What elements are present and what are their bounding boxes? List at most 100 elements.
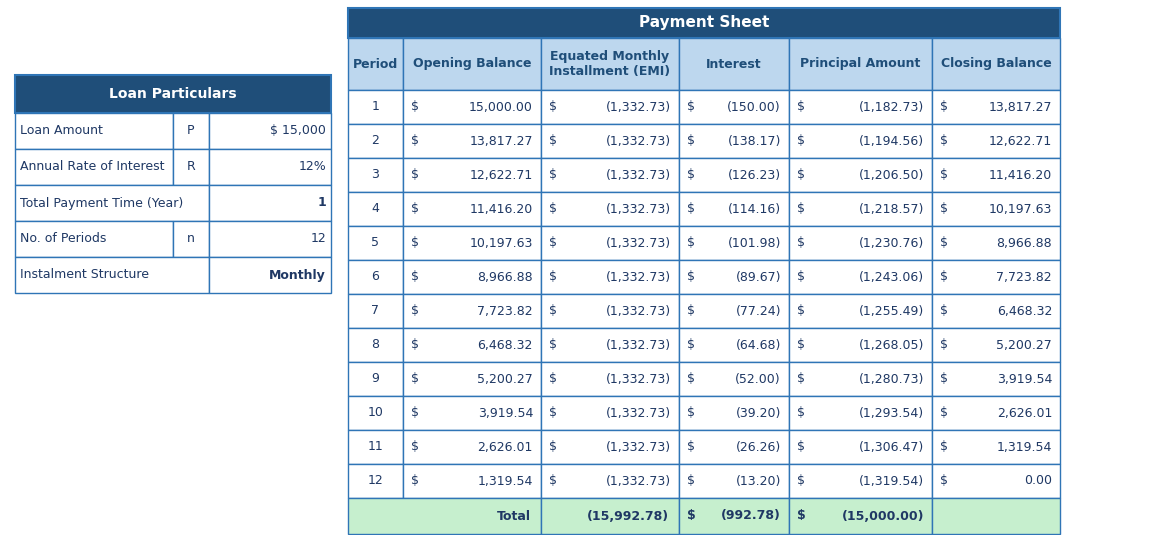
Text: 1,319.54: 1,319.54 bbox=[478, 475, 533, 487]
Text: $: $ bbox=[411, 475, 419, 487]
Text: 10: 10 bbox=[368, 407, 384, 419]
Text: 0.00: 0.00 bbox=[1023, 475, 1053, 487]
Text: $: $ bbox=[797, 372, 805, 386]
Bar bbox=[404, 192, 541, 226]
Bar bbox=[173, 113, 209, 149]
Text: 8: 8 bbox=[371, 339, 379, 351]
Text: 4: 4 bbox=[371, 203, 379, 216]
Bar bbox=[932, 192, 1059, 226]
Text: (1,332.73): (1,332.73) bbox=[606, 372, 671, 386]
Text: (1,255.49): (1,255.49) bbox=[858, 304, 923, 317]
Text: (1,194.56): (1,194.56) bbox=[858, 134, 923, 148]
Text: $ 15,000: $ 15,000 bbox=[270, 125, 326, 137]
Bar bbox=[348, 8, 1059, 38]
Text: Instalment Structure: Instalment Structure bbox=[20, 269, 149, 281]
Text: $: $ bbox=[687, 101, 695, 113]
Bar bbox=[789, 328, 932, 362]
Bar bbox=[541, 158, 679, 192]
Bar bbox=[679, 464, 789, 498]
Bar bbox=[209, 257, 331, 293]
Bar bbox=[173, 149, 209, 185]
Text: $: $ bbox=[549, 271, 557, 284]
Bar bbox=[679, 294, 789, 328]
Text: $: $ bbox=[549, 339, 557, 351]
Bar bbox=[15, 221, 173, 257]
Text: $: $ bbox=[687, 271, 695, 284]
Bar bbox=[348, 362, 404, 396]
Bar bbox=[348, 328, 404, 362]
Text: 8,966.88: 8,966.88 bbox=[477, 271, 533, 284]
Bar bbox=[348, 226, 404, 260]
Bar bbox=[932, 90, 1059, 124]
Bar bbox=[404, 226, 541, 260]
Bar bbox=[209, 221, 331, 257]
Text: (1,332.73): (1,332.73) bbox=[606, 440, 671, 454]
Bar bbox=[541, 260, 679, 294]
Bar bbox=[932, 362, 1059, 396]
Bar bbox=[679, 192, 789, 226]
Bar bbox=[541, 192, 679, 226]
Text: $: $ bbox=[549, 203, 557, 216]
Bar bbox=[932, 38, 1059, 90]
Text: $: $ bbox=[797, 271, 805, 284]
Bar bbox=[348, 498, 541, 534]
Text: $: $ bbox=[411, 169, 419, 181]
Bar bbox=[404, 430, 541, 464]
Bar bbox=[404, 464, 541, 498]
Text: $: $ bbox=[687, 372, 695, 386]
Text: 2: 2 bbox=[371, 134, 379, 148]
Text: (1,332.73): (1,332.73) bbox=[606, 203, 671, 216]
Text: 12,622.71: 12,622.71 bbox=[470, 169, 533, 181]
Bar bbox=[348, 396, 404, 430]
Bar bbox=[932, 464, 1059, 498]
Text: (150.00): (150.00) bbox=[727, 101, 782, 113]
Text: $: $ bbox=[411, 236, 419, 249]
Bar bbox=[679, 328, 789, 362]
Text: $: $ bbox=[940, 475, 948, 487]
Text: Closing Balance: Closing Balance bbox=[941, 57, 1051, 71]
Text: $: $ bbox=[797, 304, 805, 317]
Text: 1: 1 bbox=[317, 196, 326, 210]
Text: (1,332.73): (1,332.73) bbox=[606, 339, 671, 351]
Bar bbox=[348, 90, 404, 124]
Text: $: $ bbox=[549, 101, 557, 113]
Text: 9: 9 bbox=[371, 372, 379, 386]
Bar bbox=[932, 328, 1059, 362]
Text: (77.24): (77.24) bbox=[735, 304, 782, 317]
Bar bbox=[789, 362, 932, 396]
Bar bbox=[404, 38, 541, 90]
Text: $: $ bbox=[940, 134, 948, 148]
Bar bbox=[404, 328, 541, 362]
Text: $: $ bbox=[940, 304, 948, 317]
Bar bbox=[541, 430, 679, 464]
Text: $: $ bbox=[549, 372, 557, 386]
Bar bbox=[348, 464, 404, 498]
Text: (13.20): (13.20) bbox=[736, 475, 782, 487]
Bar bbox=[404, 260, 541, 294]
Text: P: P bbox=[187, 125, 194, 137]
Text: (114.16): (114.16) bbox=[728, 203, 782, 216]
Text: $: $ bbox=[940, 372, 948, 386]
Text: Principal Amount: Principal Amount bbox=[800, 57, 921, 71]
Text: (1,332.73): (1,332.73) bbox=[606, 134, 671, 148]
Text: $: $ bbox=[940, 169, 948, 181]
Bar bbox=[789, 396, 932, 430]
Bar bbox=[789, 226, 932, 260]
Text: $: $ bbox=[687, 236, 695, 249]
Text: Period: Period bbox=[352, 57, 398, 71]
Text: $: $ bbox=[687, 339, 695, 351]
Bar bbox=[348, 124, 404, 158]
Bar bbox=[541, 124, 679, 158]
Bar bbox=[541, 294, 679, 328]
Bar bbox=[15, 113, 173, 149]
Text: 12: 12 bbox=[368, 475, 384, 487]
Text: (1,268.05): (1,268.05) bbox=[858, 339, 923, 351]
Bar bbox=[541, 226, 679, 260]
Text: n: n bbox=[187, 233, 195, 246]
Text: $: $ bbox=[797, 101, 805, 113]
Text: (1,206.50): (1,206.50) bbox=[858, 169, 923, 181]
Text: 7: 7 bbox=[371, 304, 379, 317]
Text: $: $ bbox=[411, 304, 419, 317]
Text: 7,723.82: 7,723.82 bbox=[477, 304, 533, 317]
Text: (1,280.73): (1,280.73) bbox=[858, 372, 923, 386]
